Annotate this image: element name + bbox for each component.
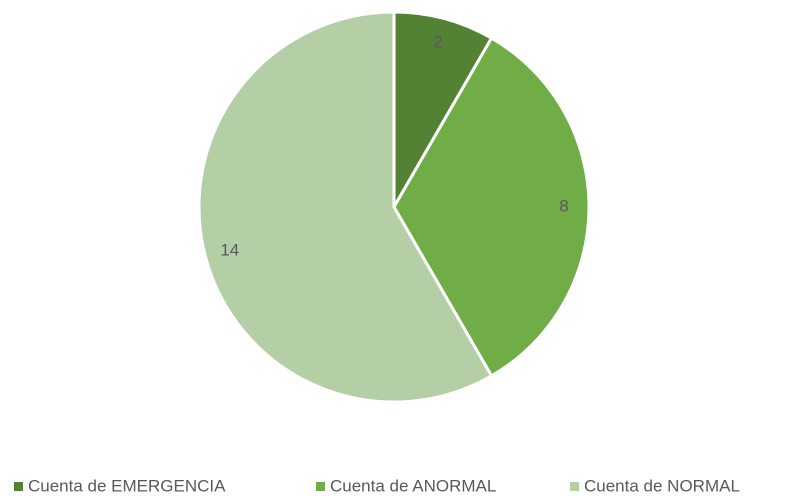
data-label: 2: [433, 32, 442, 51]
data-label: 8: [559, 196, 568, 215]
legend-swatch: [14, 482, 23, 491]
pie-slice: [392, 10, 494, 213]
legend-label: Cuenta de EMERGENCIA: [28, 476, 226, 495]
data-label: 14: [220, 240, 239, 259]
legend-label: Cuenta de ANORMAL: [330, 476, 496, 495]
pie-slice: [197, 10, 494, 404]
legend-swatch: [570, 482, 579, 491]
legend-swatch: [316, 482, 325, 491]
legend-label: Cuenta de NORMAL: [584, 476, 740, 495]
